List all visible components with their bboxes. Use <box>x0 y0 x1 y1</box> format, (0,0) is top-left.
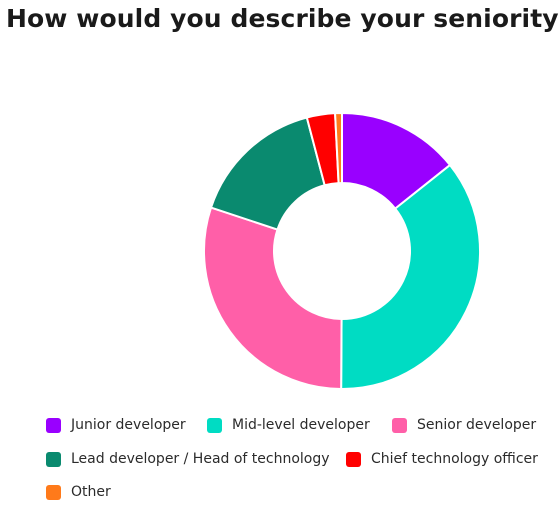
legend-item-mid-level[interactable]: Mid-level developer <box>207 417 370 433</box>
legend-item-junior[interactable]: Junior developer <box>46 417 186 433</box>
legend-swatch-junior <box>46 417 61 433</box>
donut-slice-senior[interactable] <box>203 206 343 390</box>
legend-swatch-mid-level <box>207 417 222 433</box>
legend-item-senior[interactable]: Senior developer <box>392 417 536 433</box>
legend-swatch-senior <box>392 417 407 433</box>
chart-title: How would you describe your seniority? <box>6 4 560 33</box>
legend-item-lead[interactable]: Lead developer / Head of technology <box>46 451 330 467</box>
legend-label-senior: Senior developer <box>417 417 537 433</box>
legend-label-junior: Junior developer <box>71 417 186 433</box>
legend-item-cto[interactable]: Chief technology officer <box>346 451 538 467</box>
legend-label-mid-level: Mid-level developer <box>232 417 370 433</box>
legend-label-other: Other <box>71 484 111 500</box>
legend-swatch-cto <box>346 451 361 467</box>
donut-slice-lead[interactable] <box>210 116 326 231</box>
legend-swatch-lead <box>46 451 61 467</box>
donut-slice-other[interactable] <box>334 111 343 185</box>
legend-label-cto: Chief technology officer <box>371 451 538 467</box>
legend-swatch-other <box>46 484 61 500</box>
legend-label-lead: Lead developer / Head of technology <box>71 451 330 467</box>
donut-slice-mid-level[interactable] <box>340 164 481 390</box>
legend-item-other[interactable]: Other <box>46 484 111 500</box>
